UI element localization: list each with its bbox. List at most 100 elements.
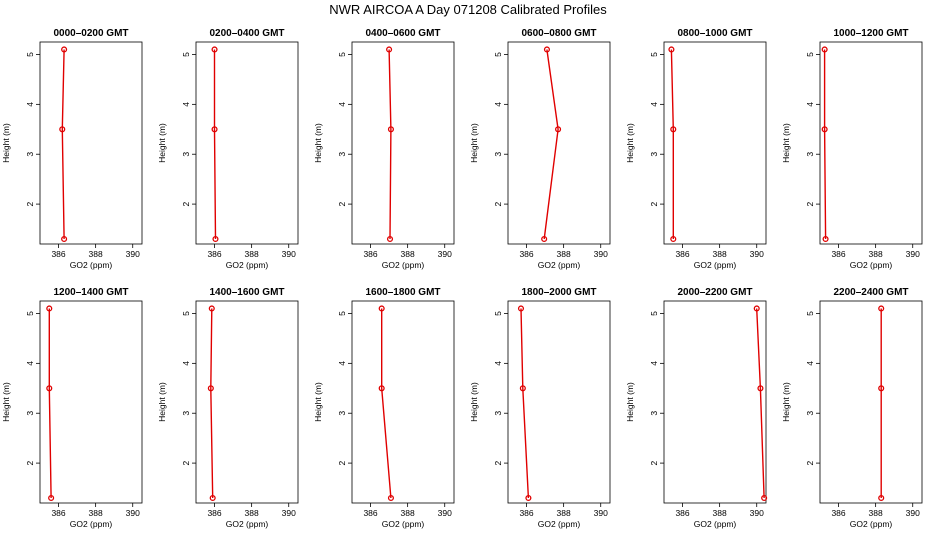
y-tick-label: 4 (181, 102, 191, 107)
y-tick-label: 2 (649, 460, 659, 465)
profile-point (517, 305, 525, 312)
y-axis-label: Height (m) (157, 382, 167, 422)
x-tick-label: 390 (126, 249, 140, 259)
x-tick-label: 390 (750, 249, 764, 259)
x-tick-label: 386 (207, 508, 221, 518)
y-tick-label: 4 (181, 361, 191, 366)
profile-line (213, 49, 217, 240)
plot-frame (663, 300, 767, 504)
profile-point (519, 385, 526, 392)
x-axis-label: GO2 (ppm) (538, 260, 581, 270)
y-tick-label: 2 (805, 201, 815, 206)
x-axis-label: GO2 (ppm) (694, 519, 737, 529)
profile-point (822, 235, 829, 243)
y-axis-label: Height (m) (469, 123, 479, 163)
y-tick-label: 2 (493, 460, 503, 465)
profile-point (543, 46, 550, 53)
panel-title: 0200–0400 GMT (209, 28, 284, 39)
x-tick-label: 386 (675, 508, 689, 518)
panel: 0400–0600 GMT 386 388 390 2 3 4 5 GO2 (ppm) Heigh… (313, 28, 455, 270)
profile-point (387, 494, 394, 502)
profile-line (61, 49, 65, 240)
panel: 1000–1200 GMT 386 388 390 2 3 4 5 GO2 (ppm) Heigh… (781, 28, 923, 270)
plot-frame (195, 300, 299, 504)
y-tick-label: 3 (805, 152, 815, 157)
panel-title: 2200–2400 GMT (833, 287, 908, 298)
profile-point (670, 235, 677, 243)
profile-point (668, 46, 675, 53)
y-tick-label: 5 (649, 52, 659, 57)
profile-point (386, 235, 394, 243)
y-tick-label: 4 (493, 102, 503, 107)
profile-point (878, 385, 885, 392)
y-tick-label: 5 (493, 52, 503, 57)
x-axis-label: GO2 (ppm) (382, 519, 425, 529)
y-axis-label: Height (m) (313, 382, 323, 422)
profile-point (61, 235, 68, 243)
profile-line (543, 49, 559, 240)
x-tick-label: 388 (713, 249, 727, 259)
panel-title: 0400–0600 GMT (365, 28, 440, 39)
plot-frame (351, 41, 455, 245)
y-axis-label: Height (m) (469, 382, 479, 422)
y-axis-label: Height (m) (625, 123, 635, 163)
y-tick-label: 5 (493, 311, 503, 316)
x-tick-label: 390 (438, 249, 452, 259)
y-tick-label: 5 (337, 52, 347, 57)
x-axis-label: GO2 (ppm) (850, 519, 893, 529)
panel: 1600–1800 GMT 386 388 390 2 3 4 5 GO2 (ppm) Heigh… (313, 287, 455, 529)
y-tick-label: 4 (805, 102, 815, 107)
profile-point (212, 235, 219, 243)
panel: 0800–1000 GMT 386 388 390 2 3 4 5 GO2 (ppm) Heigh… (625, 28, 767, 270)
x-tick-label: 388 (89, 249, 103, 259)
profile-line (388, 49, 392, 240)
x-tick-label: 388 (557, 249, 571, 259)
panel-title: 1200–1400 GMT (53, 287, 128, 298)
panel-title: 1600–1800 GMT (365, 287, 440, 298)
y-tick-label: 4 (493, 361, 503, 366)
x-tick-label: 386 (363, 249, 377, 259)
profile-point (878, 305, 885, 312)
y-tick-label: 2 (25, 460, 35, 465)
profile-point (207, 385, 214, 392)
profile-line (381, 308, 392, 499)
profile-point (757, 385, 764, 392)
y-tick-label: 4 (649, 102, 659, 107)
y-tick-label: 2 (25, 201, 35, 206)
x-axis-label: GO2 (ppm) (226, 260, 269, 270)
x-tick-label: 386 (207, 249, 221, 259)
profile-point (378, 305, 385, 312)
profile-point (59, 126, 66, 133)
y-tick-label: 2 (337, 460, 347, 465)
y-tick-label: 3 (181, 411, 191, 416)
profile-point (211, 126, 218, 133)
profile-point (821, 126, 828, 133)
x-tick-label: 390 (282, 508, 296, 518)
y-tick-label: 5 (25, 311, 35, 316)
x-axis-label: GO2 (ppm) (70, 519, 113, 529)
figure-title: NWR AIRCOA A Day 071208 Calibrated Profi… (329, 2, 607, 17)
x-tick-label: 388 (401, 508, 415, 518)
y-tick-label: 3 (493, 411, 503, 416)
profile-line (670, 49, 674, 239)
profile-point (61, 46, 68, 53)
y-tick-label: 2 (181, 201, 191, 206)
y-axis-label: Height (m) (781, 123, 791, 163)
panel-title: 2000–2200 GMT (677, 287, 752, 298)
plot-frame (39, 300, 143, 504)
plot-frame (507, 41, 611, 245)
y-tick-label: 3 (337, 411, 347, 416)
y-tick-label: 5 (805, 52, 815, 57)
y-tick-label: 3 (25, 152, 35, 157)
x-tick-label: 390 (594, 508, 608, 518)
profile-point (378, 385, 385, 392)
profile-point (541, 235, 548, 243)
y-axis-label: Height (m) (781, 382, 791, 422)
x-axis-label: GO2 (ppm) (694, 260, 737, 270)
x-axis-label: GO2 (ppm) (226, 519, 269, 529)
profile-line (756, 308, 765, 499)
y-axis-label: Height (m) (625, 382, 635, 422)
panel-title: 1800–2000 GMT (521, 287, 596, 298)
y-tick-label: 5 (181, 52, 191, 57)
